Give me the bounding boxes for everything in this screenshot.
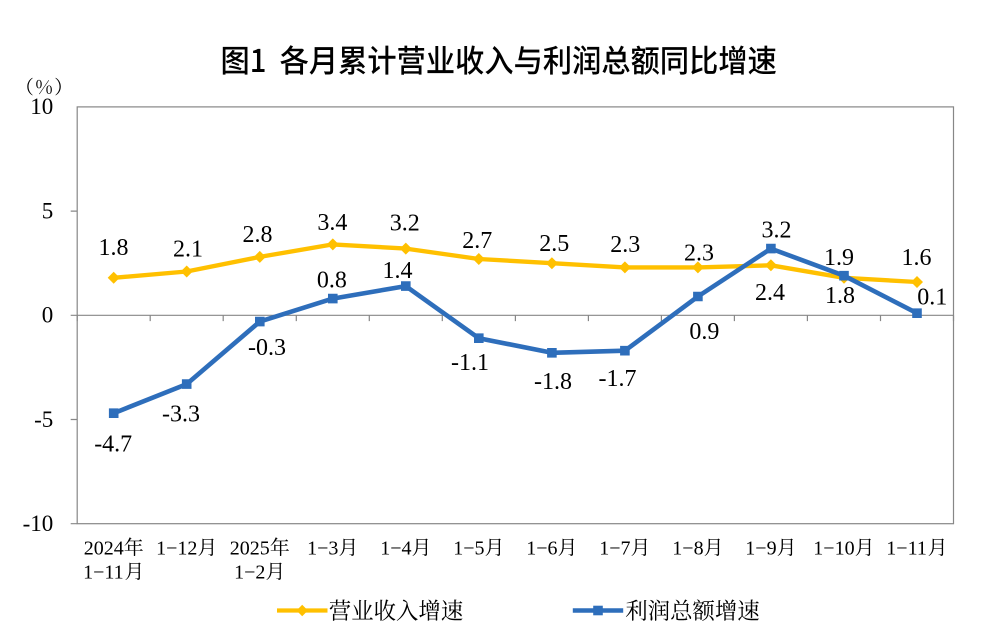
- svg-text:3.2: 3.2: [390, 211, 420, 237]
- svg-text:3.4: 3.4: [317, 210, 347, 236]
- svg-text:-4.7: -4.7: [94, 432, 132, 458]
- svg-text:1−11: 1−11: [886, 538, 927, 560]
- svg-text:-1.1: -1.1: [451, 350, 489, 376]
- svg-text:1−5: 1−5: [453, 538, 484, 560]
- svg-text:0.9: 0.9: [689, 319, 719, 345]
- svg-text:1−3: 1−3: [307, 538, 338, 560]
- svg-text:1.8: 1.8: [825, 283, 855, 309]
- svg-text:2.5: 2.5: [539, 231, 569, 257]
- svg-text:1.9: 1.9: [824, 245, 854, 271]
- svg-text:1−12: 1−12: [156, 538, 197, 560]
- svg-text:2.3: 2.3: [610, 232, 640, 258]
- svg-text:3.2: 3.2: [762, 218, 792, 244]
- svg-text:1−8: 1−8: [672, 538, 703, 560]
- svg-text:1.4: 1.4: [383, 258, 413, 284]
- svg-text:10: 10: [30, 94, 53, 119]
- svg-text:0.8: 0.8: [317, 267, 347, 293]
- svg-text:1−10: 1−10: [813, 538, 854, 560]
- svg-text:-3.3: -3.3: [162, 402, 200, 428]
- svg-text:-5: -5: [34, 407, 53, 432]
- svg-text:1−4: 1−4: [380, 538, 411, 560]
- svg-text:1.6: 1.6: [902, 245, 932, 271]
- svg-text:-1.7: -1.7: [599, 366, 637, 392]
- svg-text:1−2: 1−2: [234, 562, 265, 584]
- svg-text:5: 5: [42, 198, 54, 223]
- svg-text:2.4: 2.4: [755, 280, 785, 306]
- svg-text:1−7: 1−7: [599, 538, 630, 560]
- svg-text:2.3: 2.3: [684, 240, 714, 266]
- svg-text:1−11: 1−11: [83, 562, 124, 584]
- svg-text:-10: -10: [23, 511, 54, 536]
- svg-text:0.1: 0.1: [917, 285, 947, 311]
- svg-text:2.8: 2.8: [243, 222, 273, 248]
- svg-text:-0.3: -0.3: [248, 335, 286, 361]
- svg-text:2025: 2025: [230, 538, 270, 560]
- svg-text:1.8: 1.8: [99, 235, 129, 261]
- svg-text:0: 0: [42, 303, 54, 328]
- svg-text:-1.8: -1.8: [534, 369, 572, 395]
- svg-text:2.1: 2.1: [173, 237, 203, 263]
- svg-text:2024: 2024: [84, 538, 124, 560]
- svg-text:1−6: 1−6: [526, 538, 557, 560]
- svg-text:2.7: 2.7: [462, 228, 492, 254]
- svg-text:1−9: 1−9: [745, 538, 776, 560]
